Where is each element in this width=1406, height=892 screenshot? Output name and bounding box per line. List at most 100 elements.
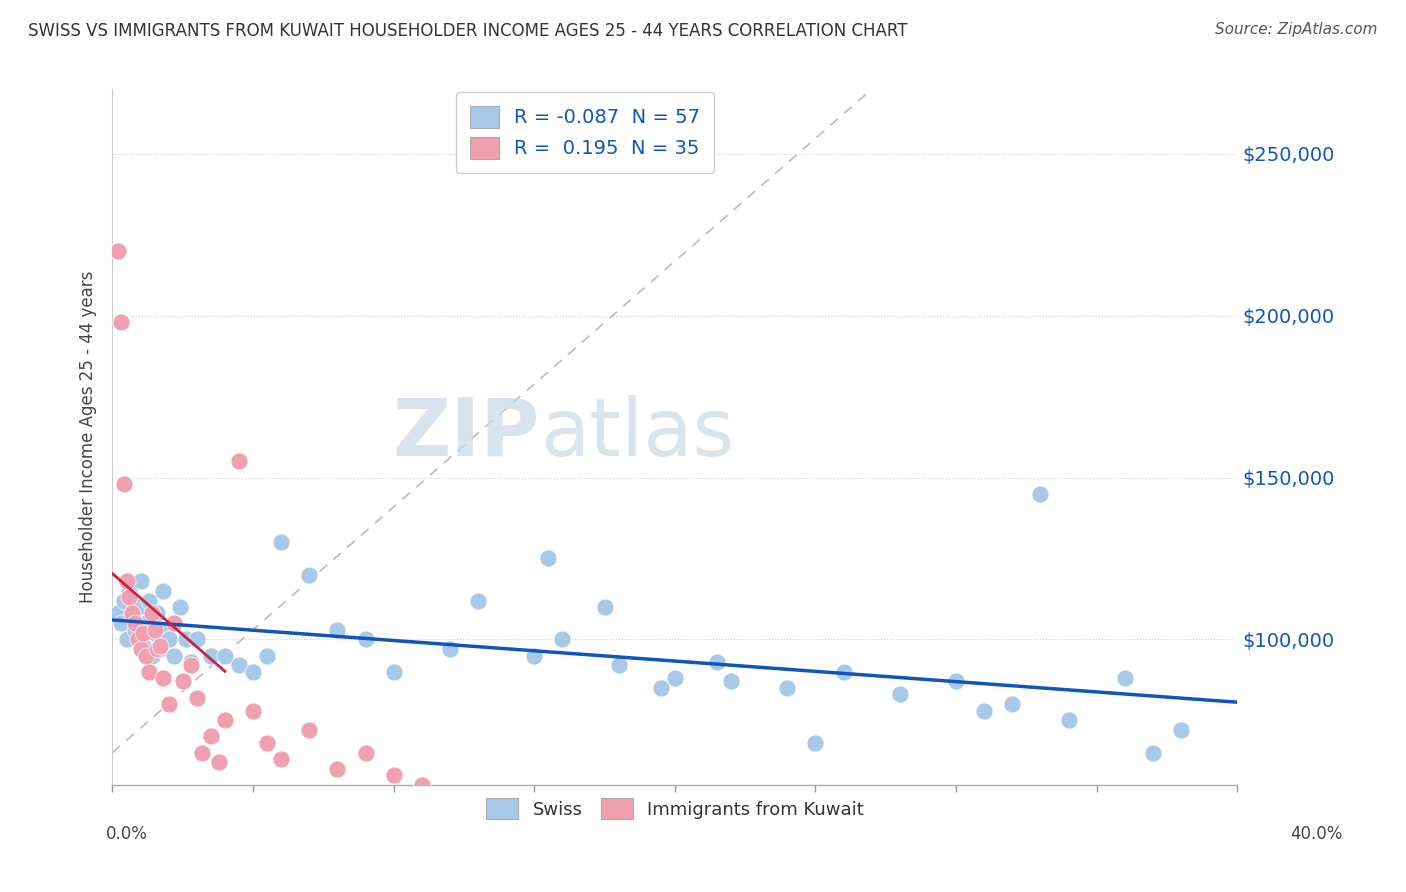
Point bbox=[242, 704, 264, 718]
Point bbox=[186, 690, 208, 705]
Point bbox=[256, 648, 278, 663]
Point bbox=[467, 593, 489, 607]
Text: SWISS VS IMMIGRANTS FROM KUWAIT HOUSEHOLDER INCOME AGES 25 - 44 YEARS CORRELATIO: SWISS VS IMMIGRANTS FROM KUWAIT HOUSEHOL… bbox=[28, 22, 908, 40]
Point bbox=[256, 736, 278, 750]
Text: ZIP: ZIP bbox=[392, 394, 540, 473]
Point bbox=[149, 639, 172, 653]
Point bbox=[326, 623, 349, 637]
Point bbox=[664, 671, 686, 685]
Point bbox=[200, 730, 222, 744]
Point bbox=[138, 665, 160, 679]
Text: 40.0%: 40.0% bbox=[1291, 825, 1343, 843]
Text: Source: ZipAtlas.com: Source: ZipAtlas.com bbox=[1215, 22, 1378, 37]
Point bbox=[129, 574, 152, 588]
Point bbox=[132, 625, 155, 640]
Point bbox=[129, 642, 152, 657]
Point bbox=[121, 607, 143, 621]
Point bbox=[172, 674, 194, 689]
Point bbox=[157, 632, 180, 647]
Point bbox=[124, 616, 146, 631]
Point bbox=[889, 687, 911, 701]
Point bbox=[163, 616, 186, 631]
Point bbox=[354, 632, 377, 647]
Point bbox=[650, 681, 672, 695]
Point bbox=[200, 648, 222, 663]
Point bbox=[214, 713, 236, 727]
Point bbox=[1001, 697, 1024, 711]
Point bbox=[143, 623, 166, 637]
Point bbox=[115, 632, 138, 647]
Point bbox=[135, 616, 157, 631]
Text: atlas: atlas bbox=[540, 394, 734, 473]
Point bbox=[439, 642, 461, 657]
Y-axis label: Householder Income Ages 25 - 44 years: Householder Income Ages 25 - 44 years bbox=[79, 271, 97, 603]
Point bbox=[124, 623, 146, 637]
Point bbox=[208, 756, 231, 770]
Point bbox=[706, 655, 728, 669]
Point bbox=[135, 648, 157, 663]
Point bbox=[593, 599, 616, 614]
Point bbox=[186, 632, 208, 647]
Point bbox=[146, 607, 169, 621]
Point bbox=[146, 642, 169, 657]
Point bbox=[152, 671, 174, 685]
Point bbox=[157, 697, 180, 711]
Point bbox=[180, 655, 202, 669]
Point bbox=[607, 658, 630, 673]
Point bbox=[298, 567, 321, 582]
Point bbox=[242, 665, 264, 679]
Point bbox=[1057, 713, 1080, 727]
Point bbox=[1142, 746, 1164, 760]
Point bbox=[121, 607, 143, 621]
Point bbox=[127, 632, 149, 647]
Point bbox=[107, 607, 129, 621]
Point bbox=[832, 665, 855, 679]
Point bbox=[118, 583, 141, 598]
Point bbox=[411, 778, 433, 792]
Point bbox=[551, 632, 574, 647]
Point bbox=[945, 674, 967, 689]
Point bbox=[138, 593, 160, 607]
Point bbox=[214, 648, 236, 663]
Point bbox=[155, 623, 177, 637]
Point bbox=[141, 648, 163, 663]
Point bbox=[1170, 723, 1192, 737]
Point bbox=[118, 591, 141, 605]
Point bbox=[141, 607, 163, 621]
Point bbox=[973, 704, 995, 718]
Point bbox=[174, 632, 197, 647]
Point bbox=[326, 762, 349, 776]
Point bbox=[382, 665, 405, 679]
Point bbox=[112, 477, 135, 491]
Point bbox=[149, 642, 172, 657]
Point bbox=[804, 736, 827, 750]
Point bbox=[110, 315, 132, 329]
Point bbox=[152, 583, 174, 598]
Point bbox=[298, 723, 321, 737]
Point bbox=[720, 674, 742, 689]
Point bbox=[776, 681, 799, 695]
Point bbox=[228, 658, 250, 673]
Point bbox=[107, 244, 129, 258]
Point bbox=[110, 616, 132, 631]
Point bbox=[191, 746, 214, 760]
Point bbox=[127, 599, 149, 614]
Point bbox=[270, 535, 292, 549]
Text: 0.0%: 0.0% bbox=[105, 825, 148, 843]
Point bbox=[115, 574, 138, 588]
Point bbox=[180, 658, 202, 673]
Point bbox=[143, 625, 166, 640]
Point bbox=[354, 746, 377, 760]
Point bbox=[523, 648, 546, 663]
Point bbox=[163, 648, 186, 663]
Point bbox=[169, 599, 191, 614]
Legend: Swiss, Immigrants from Kuwait: Swiss, Immigrants from Kuwait bbox=[477, 789, 873, 828]
Point bbox=[228, 454, 250, 468]
Point bbox=[132, 639, 155, 653]
Point bbox=[270, 752, 292, 766]
Point bbox=[1114, 671, 1136, 685]
Point bbox=[537, 551, 560, 566]
Point bbox=[1029, 486, 1052, 500]
Point bbox=[382, 768, 405, 782]
Point bbox=[112, 593, 135, 607]
